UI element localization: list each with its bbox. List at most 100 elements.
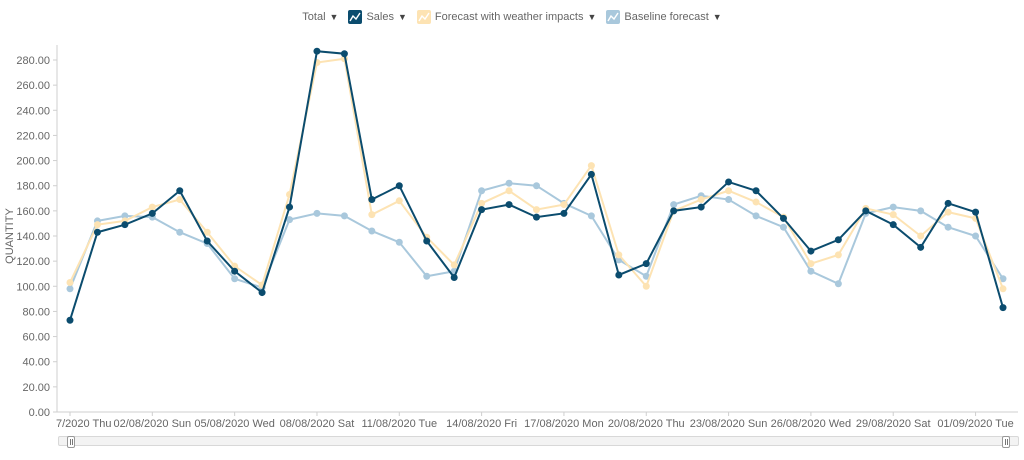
data-point-sales	[148, 209, 156, 217]
data-point-baseline-forecast	[752, 212, 760, 220]
y-tick-label: 260.00	[16, 80, 50, 92]
data-point-sales	[395, 182, 403, 190]
x-tick-label: 29/08/2020 Sat	[856, 418, 931, 430]
data-point-forecast-with-weather-impacts	[203, 228, 211, 236]
legend-weather-forecast-label: Forecast with weather impacts	[434, 11, 584, 23]
data-point-sales	[121, 221, 129, 229]
line-chart: 0.00 20.00 40.00 60.00 80.00 100.00 120.00 140.…	[4, 45, 1018, 430]
data-point-forecast-with-weather-impacts	[752, 198, 760, 206]
data-point-sales	[203, 237, 211, 245]
data-point-sales	[889, 221, 897, 229]
data-point-baseline-forecast	[889, 203, 897, 211]
data-point-sales	[752, 187, 760, 195]
data-point-baseline-forecast	[286, 216, 294, 224]
data-point-forecast-with-weather-impacts	[917, 232, 925, 240]
legend-baseline-forecast[interactable]: Baseline forecast ▼	[606, 10, 722, 24]
legend-total-label: Total	[302, 11, 326, 23]
y-tick-label: 180.00	[16, 181, 50, 193]
data-point-forecast-with-weather-impacts	[478, 199, 486, 207]
x-tick-label: 08/08/2020 Sat	[280, 418, 355, 430]
data-point-forecast-with-weather-impacts	[587, 162, 595, 170]
data-point-forecast-with-weather-impacts	[697, 196, 705, 204]
data-point-forecast-with-weather-impacts	[93, 221, 101, 229]
chevron-down-icon[interactable]: ▼	[397, 12, 407, 22]
y-tick-label: 240.00	[16, 105, 50, 117]
data-point-baseline-forecast	[834, 280, 842, 288]
data-point-sales	[368, 196, 376, 204]
y-tick-label: 80.00	[22, 306, 50, 318]
data-point-baseline-forecast	[972, 232, 980, 240]
chevron-down-icon: ▼	[329, 12, 339, 22]
y-tick-label: 20.00	[22, 382, 50, 394]
data-point-forecast-with-weather-impacts	[450, 261, 458, 269]
data-point-sales	[779, 214, 787, 222]
x-tick-label: 14/08/2020 Fri	[446, 418, 517, 430]
y-tick-label: 100.00	[16, 281, 50, 293]
data-point-baseline-forecast	[725, 196, 733, 204]
sales-series-icon	[348, 10, 363, 24]
data-point-sales	[231, 267, 239, 275]
data-point-forecast-with-weather-impacts	[66, 279, 74, 287]
data-point-forecast-with-weather-impacts	[889, 211, 897, 219]
data-point-sales	[972, 208, 980, 216]
weather-forecast-series-icon	[416, 10, 431, 24]
x-tick-label: 23/08/2020 Sun	[690, 418, 768, 430]
data-point-sales	[93, 228, 101, 236]
data-point-forecast-with-weather-impacts	[176, 196, 184, 204]
x-tick-label: 7/2020 Thu	[56, 418, 111, 430]
data-point-forecast-with-weather-impacts	[505, 187, 513, 195]
data-point-forecast-with-weather-impacts	[533, 206, 540, 214]
data-point-baseline-forecast	[999, 275, 1007, 283]
data-point-baseline-forecast	[340, 212, 348, 220]
x-tick-label: 05/08/2020 Wed	[194, 418, 275, 430]
data-point-sales	[340, 50, 348, 58]
x-tick-label: 01/09/2020 Tue	[937, 418, 1013, 430]
data-point-sales	[587, 170, 595, 178]
data-point-sales	[423, 237, 431, 245]
data-point-forecast-with-weather-impacts	[395, 197, 403, 205]
chart-scrollbar[interactable]	[58, 436, 1019, 448]
data-point-forecast-with-weather-impacts	[615, 251, 623, 259]
y-tick-label: 120.00	[16, 256, 50, 268]
data-point-baseline-forecast	[176, 228, 184, 236]
chart-legend: Total ▼ Sales ▼ Forecast with weather im…	[0, 10, 1024, 24]
legend-weather-forecast[interactable]: Forecast with weather impacts ▼	[416, 10, 597, 24]
legend-total-dropdown[interactable]: Total ▼	[302, 11, 338, 23]
legend-sales-label: Sales	[366, 11, 394, 23]
data-point-baseline-forecast	[944, 223, 952, 231]
data-point-sales	[917, 243, 925, 251]
data-point-sales	[478, 206, 486, 214]
data-point-baseline-forecast	[368, 227, 376, 235]
data-point-sales	[697, 203, 705, 211]
data-point-sales	[176, 187, 184, 195]
y-axis-label: QUANTITY	[4, 208, 16, 264]
data-point-sales	[533, 213, 540, 221]
data-point-baseline-forecast	[642, 272, 650, 280]
data-point-sales	[862, 207, 870, 215]
data-point-baseline-forecast	[478, 187, 486, 195]
chevron-down-icon[interactable]: ▼	[587, 12, 597, 22]
scrollbar-right-handle[interactable]	[1002, 436, 1010, 448]
chevron-down-icon[interactable]: ▼	[712, 12, 722, 22]
x-tick-label: 02/08/2020 Sun	[113, 418, 191, 430]
scrollbar-left-handle[interactable]	[67, 436, 75, 448]
data-point-baseline-forecast	[66, 285, 74, 293]
data-point-sales	[999, 304, 1007, 312]
y-tick-label: 200.00	[16, 156, 50, 168]
data-point-baseline-forecast	[313, 209, 321, 217]
data-point-sales	[725, 178, 733, 186]
legend-sales[interactable]: Sales ▼	[348, 10, 407, 24]
data-point-sales	[944, 199, 952, 207]
data-point-sales	[313, 47, 321, 55]
baseline-forecast-series-icon	[606, 10, 621, 24]
data-point-sales	[807, 247, 815, 255]
data-point-forecast-with-weather-impacts	[560, 201, 568, 209]
data-point-forecast-with-weather-impacts	[368, 211, 376, 219]
data-point-sales	[286, 203, 294, 211]
y-tick-label: 140.00	[16, 231, 50, 243]
data-point-sales	[258, 289, 266, 297]
data-point-baseline-forecast	[231, 275, 239, 283]
x-tick-label: 26/08/2020 Wed	[771, 418, 852, 430]
data-point-baseline-forecast	[917, 207, 925, 215]
data-point-baseline-forecast	[587, 212, 595, 220]
